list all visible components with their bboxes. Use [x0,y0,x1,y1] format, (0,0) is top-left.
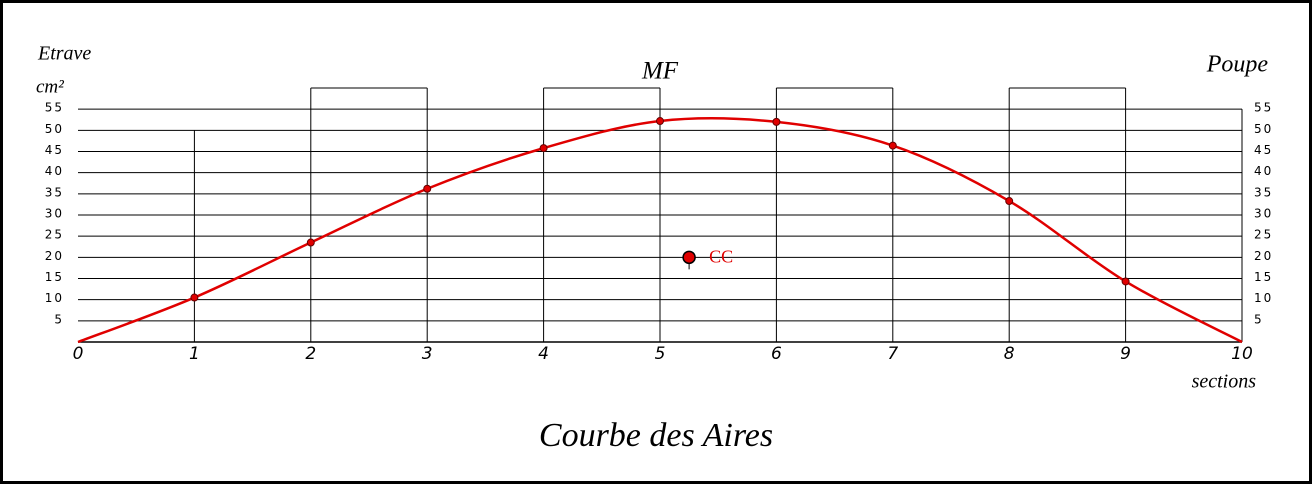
y-tick-label-right: 55 [1254,101,1273,115]
right-label: Poupe [1206,52,1269,78]
x-axis-label: sections [1192,371,1257,393]
y-tick-label: 30 [45,207,64,221]
cc-label: CC [709,246,733,266]
y-tick-label-right: 15 [1254,270,1273,284]
x-tick-label: 2 [305,344,316,364]
y-tick-label-right: 30 [1254,207,1273,221]
y-tick-label: 15 [45,270,64,284]
y-unit: cm² [36,76,64,97]
y-tick-label-right: 45 [1254,143,1273,157]
x-tick-label: 1 [189,344,200,364]
x-tick-label: 9 [1120,344,1131,364]
x-tick-label: 8 [1004,344,1015,364]
data-point [772,117,781,126]
data-point [1121,277,1130,286]
y-tick-label: 55 [45,101,64,115]
data-point [306,238,315,247]
x-tick-label: 3 [422,344,433,364]
y-tick-label-right: 40 [1254,164,1273,178]
data-point [423,184,432,193]
y-tick-label: 35 [45,185,64,199]
y-tick-label-right: 35 [1254,185,1273,199]
chart-title: Courbe des Aires [539,417,773,454]
x-tick-label: 7 [887,344,898,364]
data-point [888,141,897,150]
left-label: Etrave [37,43,91,65]
y-tick-label-right: 5 [1254,312,1264,326]
y-tick-label: 40 [45,164,64,178]
data-point [190,293,199,302]
y-tick-label-right: 10 [1254,291,1273,305]
y-tick-label-right: 50 [1254,122,1273,136]
x-tick-label: 5 [655,344,666,364]
data-point [539,144,548,153]
y-tick-label: 50 [45,122,64,136]
y-tick-label-right: 25 [1254,228,1273,242]
x-tick-label: 6 [771,344,782,364]
y-tick-label: 25 [45,228,64,242]
y-tick-label: 45 [45,143,64,157]
data-point [656,117,664,126]
x-tick-label: 0 [73,344,84,364]
cc-point [682,250,696,265]
y-tick-label: 5 [54,312,64,326]
y-tick-label-right: 20 [1254,249,1273,263]
x-tick-label: 10 [1231,344,1253,364]
midship-label: MF [641,58,679,85]
data-point [1005,197,1014,206]
x-tick-label: 4 [538,344,549,364]
y-tick-label: 10 [45,291,64,305]
y-tick-label: 20 [45,249,64,263]
